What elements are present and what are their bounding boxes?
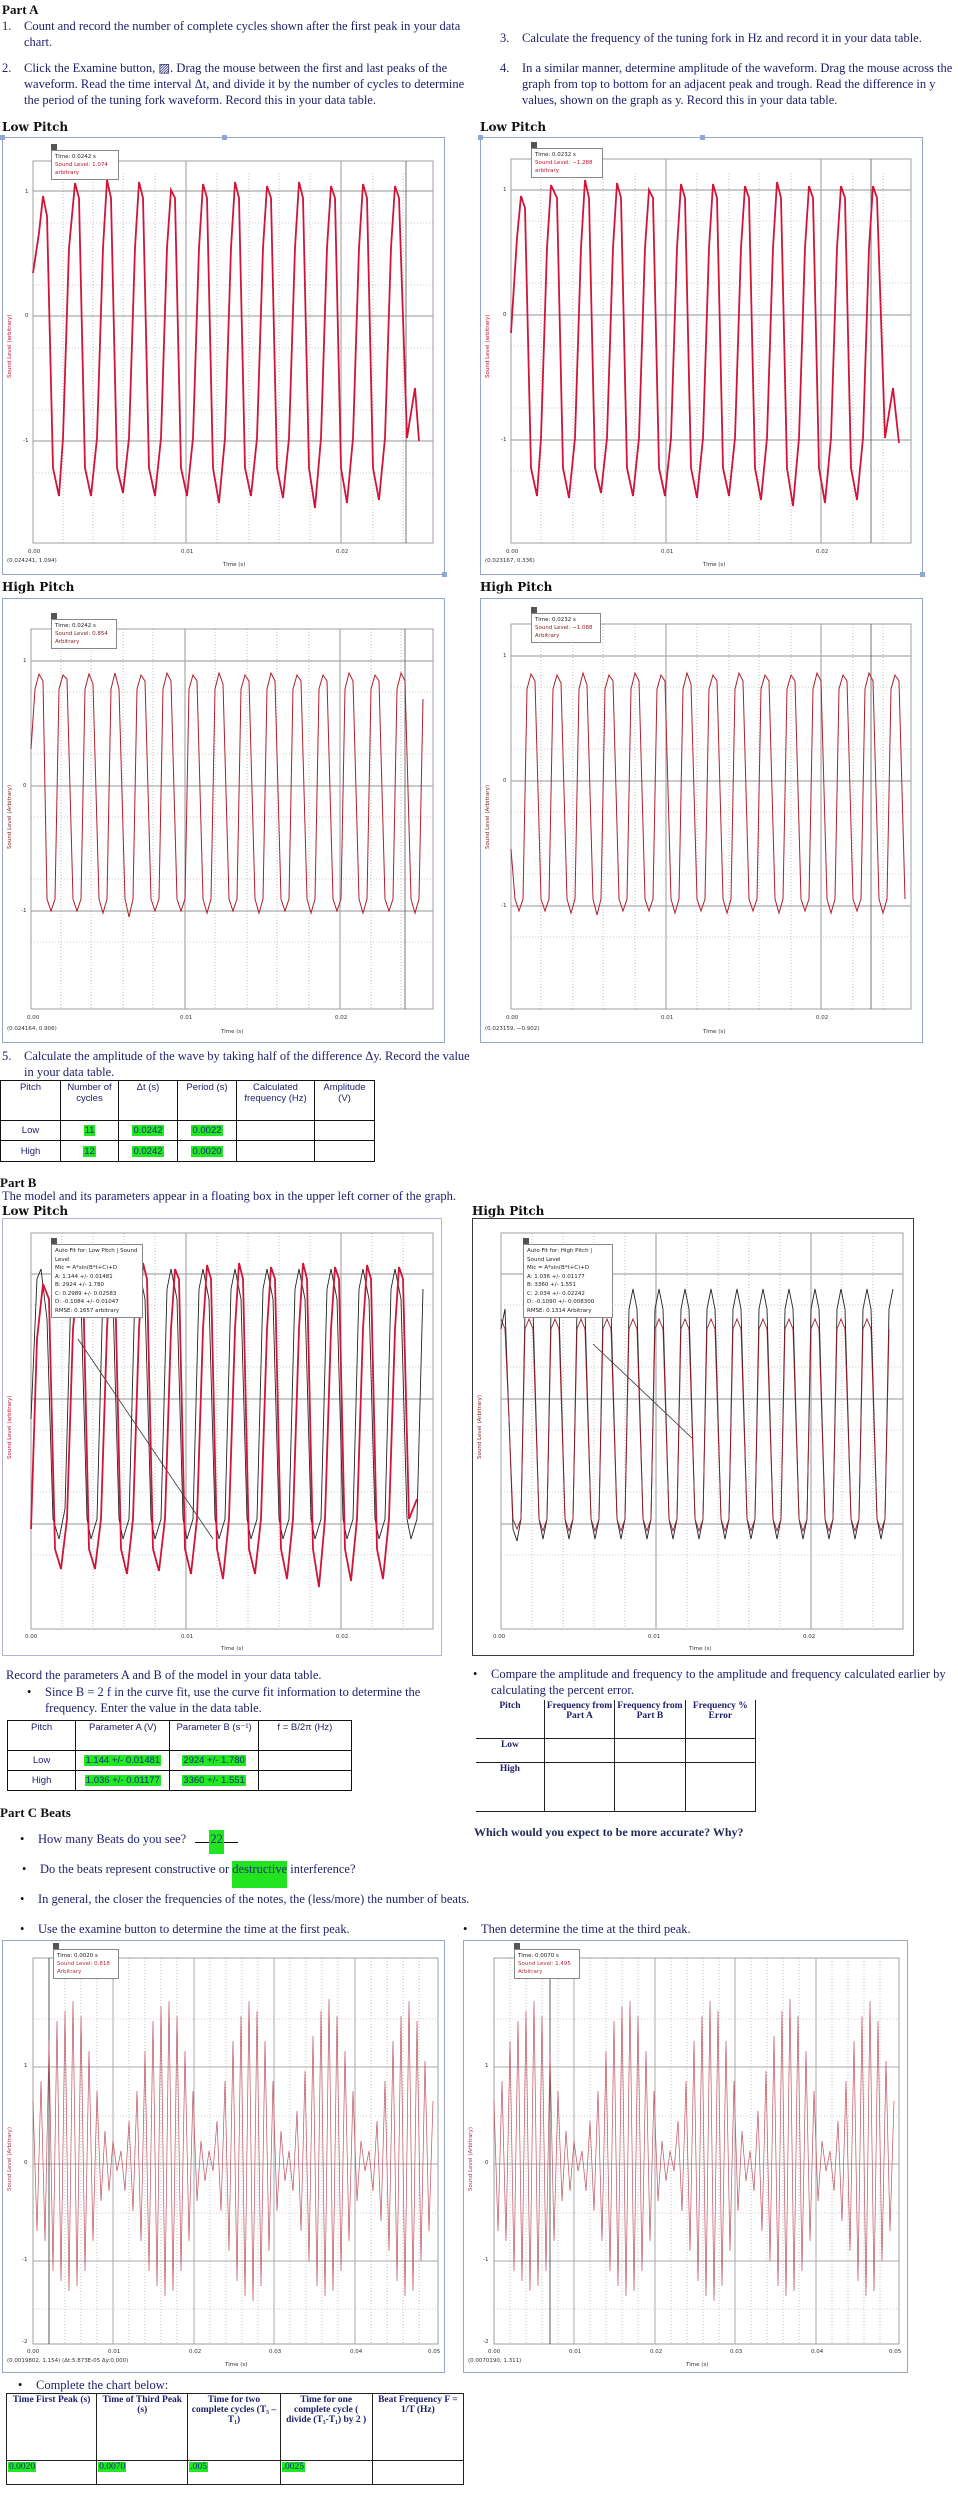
high-pitch-graph-left[interactable]: Time: 0.0242 s Sound Level: 0.854 Arbitr… [2, 598, 445, 1043]
low-pitch-title-left: Low Pitch [2, 120, 69, 134]
since-b-text: Since B = 2 f in the curve fit, use the … [27, 1684, 475, 1716]
examine-tooltip: Time: 0.0242 s Sound Level: 0.854 Arbitr… [51, 613, 117, 649]
close-icon[interactable] [531, 607, 537, 613]
amplitude-cell[interactable] [314, 1120, 375, 1141]
close-icon[interactable] [51, 1238, 57, 1244]
examine-tooltip: Time: 0.0020 s Sound Level: 0.818 Arbitr… [53, 1943, 119, 1979]
step-5: 5. Calculate the amplitude of the wave b… [2, 1049, 470, 1079]
table-row: Low [476, 1737, 757, 1763]
frequency-cell[interactable] [257, 1770, 353, 1791]
table-row: High 12 0.0242 0.0020 [0, 1140, 375, 1162]
part-b-high-title: High Pitch [472, 1204, 545, 1218]
compare-text: Compare the amplitude and frequency to t… [473, 1666, 951, 1698]
cursor-coordinates: (0.024164, 0.906) [7, 1026, 57, 1032]
resize-handle[interactable] [222, 135, 227, 140]
low-pitch-title-right: Low Pitch [480, 120, 547, 134]
close-icon[interactable] [51, 144, 57, 150]
part-a-data-table: Pitch Number of cycles Δt (s) Period (s)… [0, 1080, 375, 1162]
examine-tooltip: Time: 0.0232 s Sound Level: −1.288 arbit… [531, 142, 603, 178]
frequency-cell[interactable] [257, 1750, 353, 1771]
comparison-table: Pitch Frequency from Part A Frequency fr… [476, 1700, 757, 1812]
beats-answer[interactable]: 22 [209, 1830, 224, 1854]
accuracy-question: Which would you expect to be more accura… [474, 1825, 744, 1839]
resize-handle[interactable] [0, 135, 5, 140]
high-pitch-graph-right[interactable]: Time: 0.0232 s Sound Level: −1.088 Arbit… [480, 598, 923, 1043]
beats-graph-first-peak[interactable]: Time: 0.0020 s Sound Level: 0.818 Arbitr… [2, 1940, 445, 2373]
resize-handle[interactable] [920, 572, 925, 577]
waveform-plot [30, 628, 434, 1010]
table-row: Low 1.144 +/- 0.01481 2924 +/- 1.780 [6, 1750, 353, 1771]
high-pitch-title-left: High Pitch [2, 580, 75, 594]
close-icon[interactable] [514, 1943, 520, 1949]
part-b-high-graph[interactable]: Auto Fit for: High Pitch | Sound Level M… [472, 1218, 914, 1656]
step-4: 4. In a similar manner, determine amplit… [500, 61, 953, 107]
frequency-cell[interactable] [236, 1140, 315, 1162]
waveform-plot [510, 623, 912, 1010]
part-b-heading: Part B [0, 1175, 37, 1190]
beats-plot [493, 1957, 900, 2345]
cursor-coordinates: (0.023167, 0.336) [485, 558, 535, 564]
step-2: 2. Click the Examine button, ▨. Drag the… [2, 61, 465, 107]
cursor-coordinates: (0.0019802, 1.154) (Δt:5.873E-05 Δy:0.00… [7, 2358, 129, 2364]
interference-question: Do the beats represent constructive or d… [22, 1861, 356, 1888]
cursor-coordinates: (0.024241, 1.094) [7, 558, 57, 564]
waveform-plot [32, 160, 434, 544]
part-b-intro: The model and its parameters appear in a… [2, 1189, 456, 1203]
close-icon[interactable] [531, 142, 537, 148]
step-1: 1. Count and record the number of comple… [2, 19, 461, 49]
curve-fit-plot [30, 1232, 434, 1630]
resize-handle[interactable] [478, 135, 483, 140]
part-b-low-graph[interactable]: Auto Fit for: Low Pitch | Sound Level Mi… [2, 1218, 442, 1656]
resize-handle[interactable] [700, 135, 705, 140]
high-pitch-title-right: High Pitch [480, 580, 553, 594]
step-3: 3. Calculate the frequency of the tuning… [500, 31, 922, 45]
part-b-low-title: Low Pitch [2, 1204, 69, 1218]
beat-frequency-table: Time First Peak (s) Time of Third Peak (… [5, 2393, 465, 2485]
frequency-cell[interactable] [236, 1120, 315, 1141]
examine-tooltip: Time: 0.0070 s Sound Level: 1.495 Arbitr… [514, 1943, 580, 1979]
low-pitch-graph-right[interactable]: Time: 0.0232 s Sound Level: −1.288 arbit… [478, 135, 925, 577]
interference-answer[interactable]: destructive [232, 1861, 288, 1888]
examine-tooltip: Time: 0.0232 s Sound Level: −1.088 Arbit… [531, 607, 601, 643]
close-icon[interactable] [53, 1943, 59, 1949]
complete-chart-text: Complete the chart below: [18, 2378, 168, 2393]
low-pitch-graph-left[interactable]: Time: 0.0242 s Sound Level: 1.074 arbitr… [0, 135, 447, 577]
amplitude-cell[interactable] [314, 1140, 375, 1162]
table-row: High [476, 1761, 757, 1812]
part-c-heading: Part C Beats [0, 1805, 71, 1820]
close-icon[interactable] [523, 1238, 529, 1244]
closer-frequencies-text: In general, the closer the frequencies o… [20, 1892, 469, 1907]
beats-plot [32, 1957, 439, 2345]
examine-tooltip: Time: 0.0242 s Sound Level: 1.074 arbitr… [51, 144, 119, 180]
beats-count-question: How many Beats do you see? 22 [20, 1830, 238, 1854]
curve-fit-box[interactable]: Auto Fit for: High Pitch | Sound Level M… [523, 1238, 613, 1318]
table-row: 0.0020 0.0070 .005 .0025 [5, 2460, 465, 2485]
cursor-coordinates: (0.023159, −0.902) [485, 1026, 540, 1032]
resize-handle[interactable] [442, 572, 447, 577]
curve-fit-box[interactable]: Auto Fit for: Low Pitch | Sound Level Mi… [51, 1238, 143, 1318]
table-row: Low 11 0.0242 0.0022 [0, 1120, 375, 1141]
beats-graph-third-peak[interactable]: Time: 0.0070 s Sound Level: 1.495 Arbitr… [463, 1940, 908, 2373]
waveform-plot [510, 158, 912, 544]
third-peak-instruction: Then determine the time at the third pea… [463, 1922, 691, 1937]
parameter-table: Pitch Parameter A (V) Parameter B (s⁻¹) … [6, 1720, 353, 1791]
table-row: High 1.036 +/- 0.01177 3360 +/- 1.551 [6, 1770, 353, 1791]
cursor-coordinates: (0.0070190, 1.311) [468, 2358, 522, 2364]
close-icon[interactable] [51, 613, 57, 619]
beat-frequency-cell[interactable] [371, 2460, 465, 2485]
first-peak-instruction: Use the examine button to determine the … [20, 1922, 350, 1937]
part-a-heading: Part A [2, 2, 39, 17]
record-params-text: Record the parameters A and B of the mod… [6, 1668, 322, 1682]
